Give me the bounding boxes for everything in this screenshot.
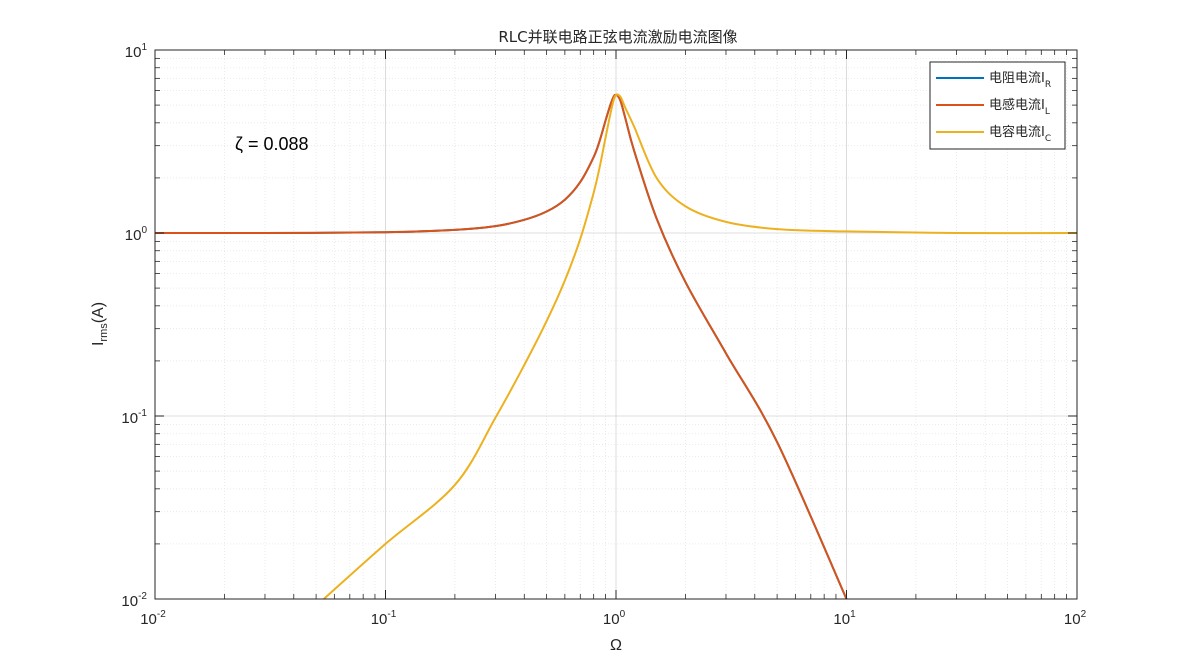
legend-label-L: 电感电流IL <box>989 97 1050 117</box>
series-layer <box>154 93 1078 600</box>
x-tick-label: 100 <box>603 609 626 628</box>
legend-label-C: 电容电流IC <box>989 124 1051 144</box>
legend: 电阻电流IR 电感电流IL 电容电流IC <box>929 61 1066 150</box>
x-tick-label: 102 <box>1064 609 1087 628</box>
damping-annotation: ζ = 0.088 <box>235 134 309 154</box>
y-tick-labels: 10-2 10-1 100 101 <box>121 42 147 610</box>
series-line-L <box>154 93 848 600</box>
x-axis-label: Ω <box>610 637 622 654</box>
y-axis-label-main: I <box>90 342 107 346</box>
series-line-C <box>323 93 1078 600</box>
x-tick-label: 10-2 <box>140 609 166 628</box>
chart-title: RLC并联电路正弦电流激励电流图像 <box>498 28 737 46</box>
y-tick-label: 10-1 <box>121 408 147 427</box>
x-tick-label: 101 <box>833 609 856 628</box>
x-tick-labels: 10-2 10-1 100 101 102 <box>140 609 1086 628</box>
minor-grid <box>155 50 1077 599</box>
y-tick-label: 10-2 <box>121 591 147 610</box>
x-tick-label: 10-1 <box>371 609 397 628</box>
y-tick-label: 100 <box>125 225 148 244</box>
y-axis-label-sub: rms <box>98 323 110 342</box>
y-axis-label: Irms(A) <box>90 302 110 346</box>
legend-label-R: 电阻电流IR <box>989 71 1051 90</box>
y-axis-label-unit: (A) <box>90 302 107 323</box>
tick-marks <box>154 49 1078 600</box>
y-tick-label: 101 <box>125 42 148 61</box>
